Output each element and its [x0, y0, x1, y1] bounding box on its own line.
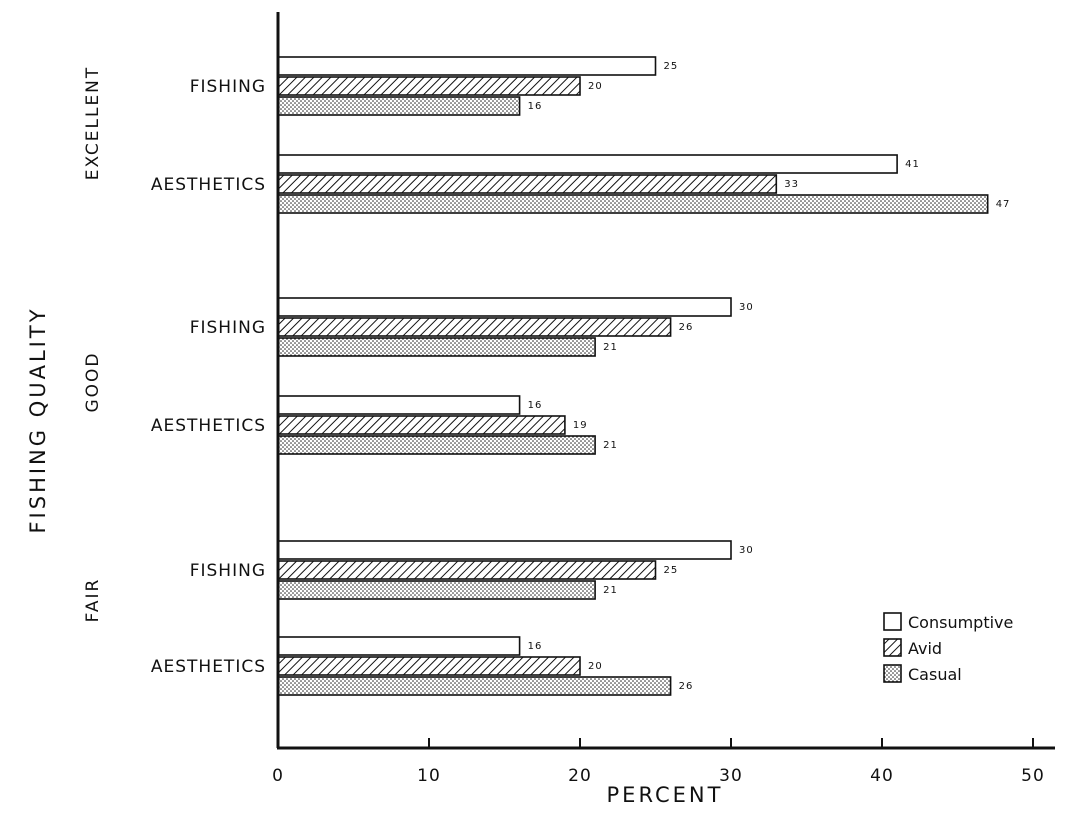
- data-label: 26: [679, 681, 694, 692]
- bar: [277, 636, 521, 656]
- bar: [277, 154, 898, 174]
- data-label: 47: [996, 199, 1011, 210]
- bar: [277, 317, 672, 337]
- bar: [277, 560, 657, 580]
- data-label: 19: [573, 420, 588, 431]
- legend-label: Consumptive: [908, 613, 1013, 632]
- category-label: AESTHETICS: [151, 657, 266, 677]
- legend-swatch: [883, 638, 902, 657]
- data-label: 16: [528, 101, 543, 112]
- x-tick-label: 30: [719, 766, 743, 786]
- bar: [277, 395, 521, 415]
- y-axis-title: FISHING QUALITY: [26, 306, 50, 533]
- group-label: FAIR: [83, 578, 103, 623]
- x-axis-title: PERCENT: [607, 783, 724, 807]
- category-label: FISHING: [190, 561, 266, 581]
- bar: [277, 76, 581, 96]
- legend-label: Avid: [908, 639, 942, 658]
- x-tick-label: 0: [272, 766, 284, 786]
- data-label: 20: [588, 81, 603, 92]
- data-label: 16: [528, 400, 543, 411]
- bar: [277, 580, 596, 600]
- category-label: FISHING: [190, 77, 266, 97]
- data-label: 41: [905, 159, 920, 170]
- data-label: 30: [739, 302, 754, 313]
- x-tick-label: 20: [568, 766, 592, 786]
- category-label: FISHING: [190, 318, 266, 338]
- data-label: 21: [603, 585, 618, 596]
- data-label: 25: [664, 565, 679, 576]
- legend-swatch: [883, 612, 902, 631]
- bar: [277, 540, 732, 560]
- bar: [277, 174, 778, 194]
- group-label: GOOD: [83, 351, 103, 412]
- data-label: 26: [679, 322, 694, 333]
- data-label: 20: [588, 661, 603, 672]
- bar: [277, 56, 657, 76]
- category-label: AESTHETICS: [151, 416, 266, 436]
- x-tick-label: 10: [417, 766, 441, 786]
- legend-swatch: [883, 664, 902, 683]
- bar: [277, 656, 581, 676]
- bar: [277, 337, 596, 357]
- data-label: 30: [739, 545, 754, 556]
- bar: [277, 297, 732, 317]
- legend-label: Casual: [908, 665, 962, 684]
- data-label: 16: [528, 641, 543, 652]
- bar: [277, 415, 566, 435]
- x-tick-label: 40: [870, 766, 894, 786]
- x-tick-label: 50: [1021, 766, 1045, 786]
- group-label: EXCELLENT: [83, 66, 103, 181]
- data-label: 33: [784, 179, 799, 190]
- data-label: 21: [603, 440, 618, 451]
- bar: [277, 194, 989, 214]
- data-label: 21: [603, 342, 618, 353]
- bar: [277, 435, 596, 455]
- data-label: 25: [664, 61, 679, 72]
- bar: [277, 96, 521, 116]
- category-label: AESTHETICS: [151, 175, 266, 195]
- bar: [277, 676, 672, 696]
